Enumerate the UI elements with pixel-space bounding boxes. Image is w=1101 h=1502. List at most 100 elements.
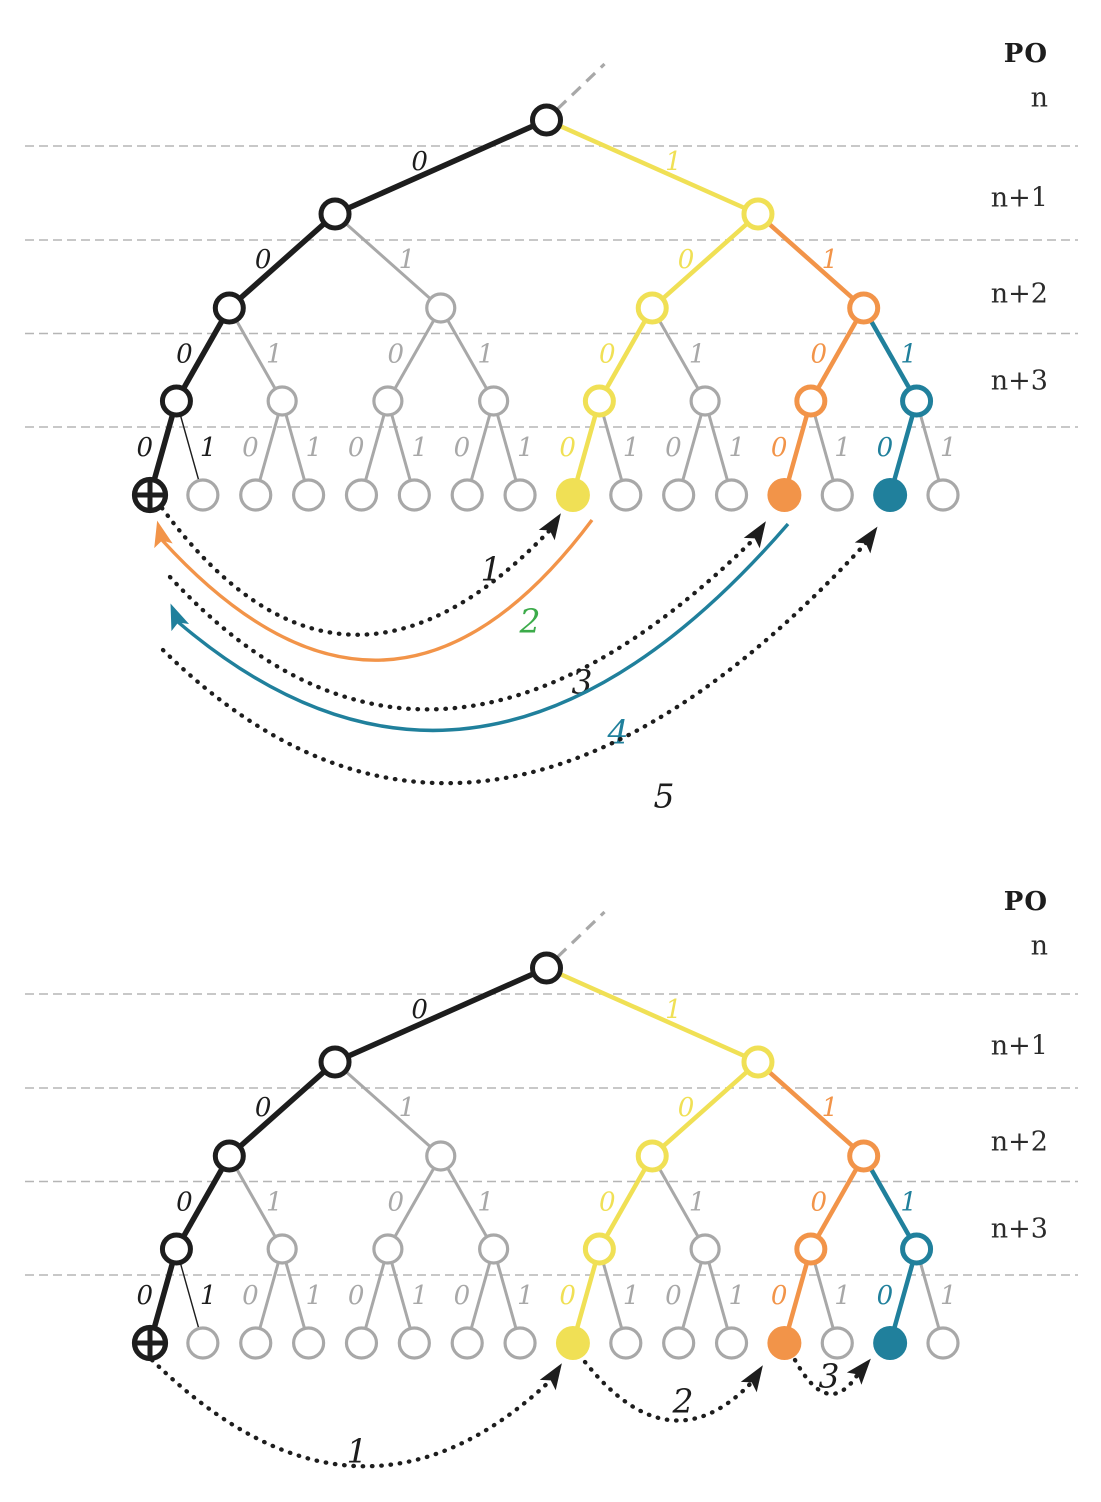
tree-edge-yellow [650, 1060, 760, 1158]
tree-edge-yellow [650, 212, 760, 310]
tree-node-gray [266, 385, 298, 417]
edge-label: 0 [599, 340, 616, 370]
tree-node-gray [372, 385, 404, 417]
level-label: n [1031, 931, 1048, 962]
arc-5-top [160, 540, 869, 786]
tree-node-black [159, 384, 193, 418]
tree-edge-teal [861, 1154, 919, 1251]
tree-node-gray [689, 1233, 721, 1265]
edge-label: 0 [678, 245, 695, 275]
leaf-node [714, 1326, 749, 1360]
leaf-node [186, 478, 220, 512]
arrowhead-icon [743, 521, 766, 549]
edge-label: 0 [242, 433, 259, 463]
leaf-node [926, 478, 960, 512]
edge-label: 1 [940, 433, 957, 463]
edge-label: 1 [689, 340, 706, 370]
edge-label: 1 [266, 1188, 283, 1218]
tree-node-yellow [582, 1232, 616, 1266]
leaf-node [714, 478, 749, 512]
tree-node-yellow [635, 1139, 669, 1173]
leaf-node [609, 478, 643, 512]
edge-label: 1 [517, 433, 534, 463]
tree-edge-black [174, 1154, 232, 1251]
arc-2-bottom [582, 1359, 755, 1423]
leaf-node [662, 1326, 696, 1360]
arc-1-bottom [149, 1357, 554, 1469]
leaf-node [609, 1326, 643, 1360]
root-continuation-stub [556, 910, 606, 959]
tree-node-yellow [635, 291, 669, 325]
teal-leaf-node [873, 478, 908, 512]
arrowhead-icon [539, 1363, 562, 1391]
tree-node-teal [900, 1232, 934, 1266]
yellow-leaf-node [555, 1326, 590, 1360]
leaf-node [450, 1326, 484, 1360]
edge-label: 0 [255, 245, 272, 275]
edge-label: 0 [348, 433, 365, 463]
edge-label: 0 [454, 1281, 471, 1311]
edge-label: 1 [665, 995, 682, 1025]
tree-edge-teal [861, 306, 919, 403]
tree-node-gray [372, 1233, 404, 1265]
edge-label: 1 [900, 340, 917, 370]
orange-leaf-node [767, 1326, 802, 1360]
edge-label: 1 [900, 1188, 917, 1218]
arc-label: 2 [672, 1382, 694, 1421]
tree-edge-gray [439, 307, 495, 402]
arc-3-bottom [792, 1357, 861, 1397]
tree-edge-yellow [545, 117, 759, 217]
tree-edge-gray [227, 1155, 284, 1250]
arc-label: 1 [481, 550, 502, 589]
edge-label: 0 [176, 1188, 193, 1218]
edge-label: 0 [559, 1281, 576, 1311]
edge-label: 1 [623, 433, 640, 463]
leaf-node [820, 1326, 854, 1360]
tree-node-yellow [741, 197, 775, 231]
tree-node-orange [847, 1139, 881, 1173]
leaf-node [239, 478, 273, 512]
arc-1-top [159, 505, 553, 637]
arc-label: 3 [819, 1357, 840, 1396]
edge-label: 0 [771, 1281, 788, 1311]
tree-node-black [212, 1139, 246, 1173]
edge-label: 0 [454, 433, 471, 463]
leaf-node [820, 478, 854, 512]
tree-edge-black [333, 117, 548, 217]
tree-edge-black [227, 211, 337, 311]
edge-label: 0 [810, 340, 827, 370]
tree-node-orange [847, 291, 881, 325]
tree-edge-gray [334, 1060, 442, 1158]
leaf-node [397, 478, 431, 512]
tree-node-black [159, 1232, 193, 1266]
edge-label: 0 [771, 433, 788, 463]
edge-label: 1 [266, 340, 283, 370]
arc-label: 2 [519, 602, 541, 641]
edge-label: 1 [623, 1281, 640, 1311]
leaf-node [450, 478, 484, 512]
tree-edge-orange [756, 1060, 866, 1158]
tree-edge-yellow [597, 1154, 655, 1251]
edge-label: 0 [678, 1093, 695, 1123]
tree-node-orange [794, 1232, 828, 1266]
edge-label: 1 [665, 147, 682, 177]
level-label: n+3 [991, 1214, 1048, 1245]
edge-label: 1 [306, 433, 323, 463]
arrowhead-icon [846, 1358, 871, 1385]
tree-node-black [530, 103, 563, 137]
level-label: n [1031, 83, 1048, 114]
teal-leaf-node [873, 1326, 908, 1360]
edge-label: 1 [411, 1281, 428, 1311]
tree-edge-gray [386, 307, 443, 402]
arc-label: 1 [347, 1432, 368, 1471]
tree-edge-orange [808, 306, 866, 403]
edge-label: 1 [834, 1281, 851, 1311]
root-continuation-stub [556, 62, 606, 111]
edge-label: 1 [399, 1093, 416, 1123]
leaf-node [662, 478, 696, 512]
tree-node-black [212, 291, 246, 325]
edge-label: 0 [877, 1281, 894, 1311]
leaf-node [344, 1326, 379, 1360]
edge-label: 0 [388, 340, 405, 370]
